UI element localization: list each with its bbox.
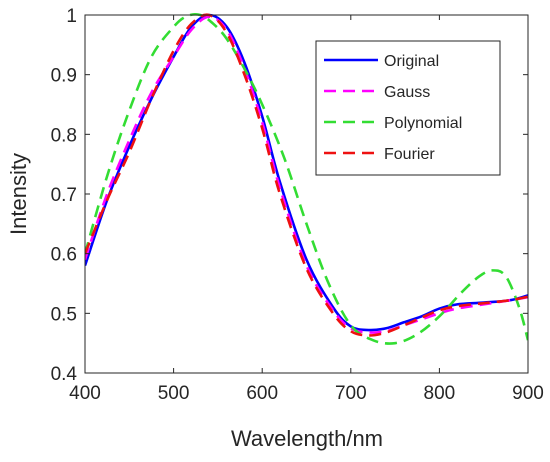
- y-axis-label: Intensity: [6, 153, 31, 235]
- x-tick-label: 500: [158, 383, 190, 404]
- y-tick-label: 1: [66, 6, 77, 27]
- y-tick-label: 0.4: [51, 364, 78, 385]
- y-tick-label: 0.7: [51, 185, 77, 206]
- y-tick-label: 0.6: [51, 245, 77, 266]
- x-tick-label: 400: [69, 383, 101, 404]
- series-line-polynomial: [85, 13, 528, 345]
- axes-layer: 400 500 600 700 800 900 0.4 0.5 0.6 0.7 0.8 0.9 1: [51, 6, 544, 404]
- series-layer: [85, 13, 528, 345]
- x-tick-label: 600: [246, 383, 278, 404]
- legend-label-gauss: Gauss: [384, 84, 430, 101]
- y-tick-label: 0.9: [51, 66, 77, 87]
- series-line-fourier: [85, 13, 528, 337]
- y-tick-label: 0.5: [51, 304, 77, 325]
- legend-label-fourier: Fourier: [384, 146, 435, 163]
- legend-label-original: Original: [384, 53, 439, 70]
- x-tick-label: 800: [424, 383, 456, 404]
- y-tick-label: 0.8: [51, 125, 77, 146]
- legend-label-polynomial: Polynomial: [384, 115, 462, 132]
- series-line-original: [85, 13, 528, 332]
- x-tick-label: 900: [512, 383, 544, 404]
- x-axis-label: Wavelength/nm: [231, 426, 383, 451]
- x-tick-label: 700: [335, 383, 367, 404]
- legend: Original Gauss Polynomial Fourier: [315, 40, 501, 176]
